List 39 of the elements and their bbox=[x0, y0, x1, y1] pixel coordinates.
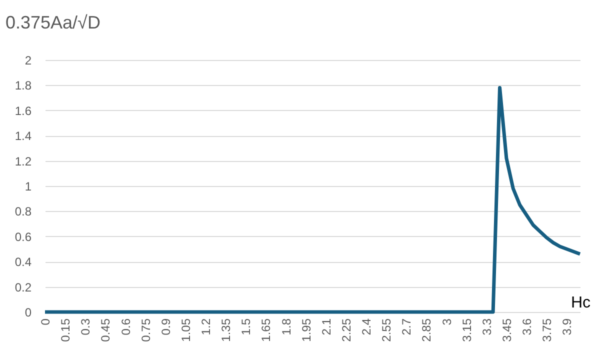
x-tick-label: 2.55 bbox=[380, 318, 394, 342]
x-tick-label: 1.8 bbox=[279, 318, 294, 336]
x-tick-label: 3.75 bbox=[540, 318, 554, 342]
x-tick-label: 3.15 bbox=[460, 318, 474, 342]
x-tick-label: 1.2 bbox=[199, 318, 213, 336]
x-tick-label: 1.05 bbox=[178, 318, 193, 342]
x-tick-label: 2.7 bbox=[400, 318, 414, 336]
x-tick-label: 1.95 bbox=[299, 318, 314, 342]
x-tick-label: 2.25 bbox=[339, 318, 354, 342]
x-tick-label: 3.6 bbox=[520, 318, 534, 336]
x-tick-label: 2.4 bbox=[360, 318, 374, 336]
x-tick-label: 2.1 bbox=[319, 318, 334, 336]
x-tick-label: 0.45 bbox=[98, 318, 113, 342]
y-tick-label: 0.8 bbox=[14, 204, 32, 219]
x-tick-label: 1.35 bbox=[219, 318, 234, 342]
x-tick-label: 3 bbox=[440, 318, 454, 326]
x-tick-label: 3.45 bbox=[500, 318, 514, 342]
x-tick-label: 1.5 bbox=[239, 318, 254, 336]
x-axis-title: Hc bbox=[570, 294, 590, 312]
y-tick-label: 0.6 bbox=[14, 230, 32, 244]
x-tick-label: 3.3 bbox=[480, 318, 494, 336]
y-tick-label: 1.6 bbox=[14, 104, 32, 118]
x-tick-label: 1.65 bbox=[259, 318, 274, 342]
x-tick-label: 0.6 bbox=[118, 318, 133, 336]
x-tick-label: 0.75 bbox=[138, 318, 153, 342]
x-tick-label: 3.9 bbox=[560, 318, 574, 336]
y-tick-label: 1 bbox=[24, 180, 32, 194]
x-tick-label: 2.85 bbox=[420, 318, 434, 342]
y-axis-title: 0.375Aa/√D bbox=[6, 12, 100, 32]
y-tick-label: 1.4 bbox=[14, 129, 32, 144]
y-tick-label: 1.8 bbox=[14, 78, 32, 93]
y-tick-label: 1.2 bbox=[14, 154, 32, 168]
y-tick-label: 0.2 bbox=[14, 280, 32, 294]
x-tick-label: 0.15 bbox=[58, 318, 73, 342]
y-tick-label: 2 bbox=[24, 54, 32, 68]
x-tick-label: 0 bbox=[38, 318, 52, 326]
x-tick-label: 0.3 bbox=[78, 318, 93, 336]
x-tick-label: 0.9 bbox=[158, 318, 173, 336]
y-tick-label: 0.4 bbox=[14, 255, 32, 270]
